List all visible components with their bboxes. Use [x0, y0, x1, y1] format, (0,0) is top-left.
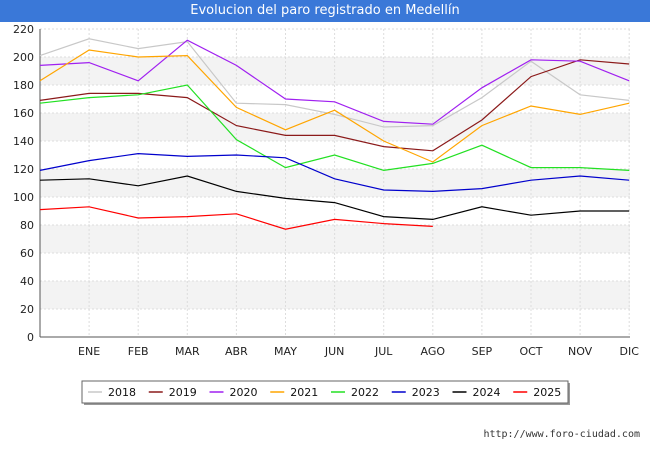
- series-line-2019: [39, 59, 630, 152]
- legend-label-2025: 2025: [533, 386, 561, 399]
- y-tick-label: 120: [13, 163, 34, 176]
- y-tick-label: 220: [13, 23, 34, 36]
- series-line-2025: [39, 206, 433, 230]
- x-tick-label: MAY: [274, 345, 297, 358]
- series-line-2022: [39, 84, 630, 172]
- x-tick-label: FEB: [128, 345, 149, 358]
- legend-label-2019: 2019: [169, 386, 197, 399]
- y-tick-label: 80: [20, 219, 34, 232]
- y-tick-label: 60: [20, 247, 34, 260]
- series-line-2021: [39, 49, 630, 163]
- series-line-2023: [39, 152, 630, 193]
- x-tick-label: JUL: [374, 345, 393, 358]
- legend-box: [81, 380, 569, 404]
- legend-label-2022: 2022: [351, 386, 379, 399]
- y-tick-label: 20: [20, 303, 34, 316]
- x-tick-label: ENE: [78, 345, 100, 358]
- x-tick-label: JUN: [324, 345, 345, 358]
- y-tick-label: 180: [13, 79, 34, 92]
- series-line-2018: [39, 38, 630, 128]
- legend-label-2018: 2018: [108, 386, 136, 399]
- legend-label-2024: 2024: [473, 386, 501, 399]
- x-tick-label: SEP: [472, 345, 493, 358]
- x-tick-label: MAR: [175, 345, 200, 358]
- y-axis-ticks: 0 20 40 60 80 100 120 140 160 180 200 220: [13, 23, 34, 344]
- grid-lines: [39, 28, 630, 338]
- x-tick-label: AGO: [421, 345, 446, 358]
- chart-title: Evolucion del paro registrado en Medellí…: [0, 0, 650, 22]
- series-line-2024: [39, 175, 630, 221]
- y-tick-label: 160: [13, 107, 34, 120]
- x-tick-label: NOV: [568, 345, 593, 358]
- y-tick-label: 40: [20, 275, 34, 288]
- x-tick-label: ABR: [225, 345, 248, 358]
- y-tick-label: 0: [27, 331, 34, 344]
- x-tick-label: OCT: [519, 345, 542, 358]
- x-tick-label: DIC: [619, 345, 639, 358]
- legend: 2018 2019 2020 2021 2022 2023 2024 2025: [81, 380, 570, 405]
- y-tick-label: 140: [13, 135, 34, 148]
- legend-label-2021: 2021: [290, 386, 318, 399]
- series-line-2020: [39, 39, 630, 125]
- legend-label-2020: 2020: [230, 386, 258, 399]
- series-lines: [39, 38, 630, 230]
- y-tick-label: 200: [13, 51, 34, 64]
- x-axis-ticks: ENE FEB MAR ABR MAY JUN JUL AGO SEP OCT NOV DIC: [78, 345, 639, 358]
- y-tick-label: 100: [13, 191, 34, 204]
- source-url[interactable]: http://www.foro-ciudad.com: [483, 429, 640, 440]
- legend-label-2023: 2023: [412, 386, 440, 399]
